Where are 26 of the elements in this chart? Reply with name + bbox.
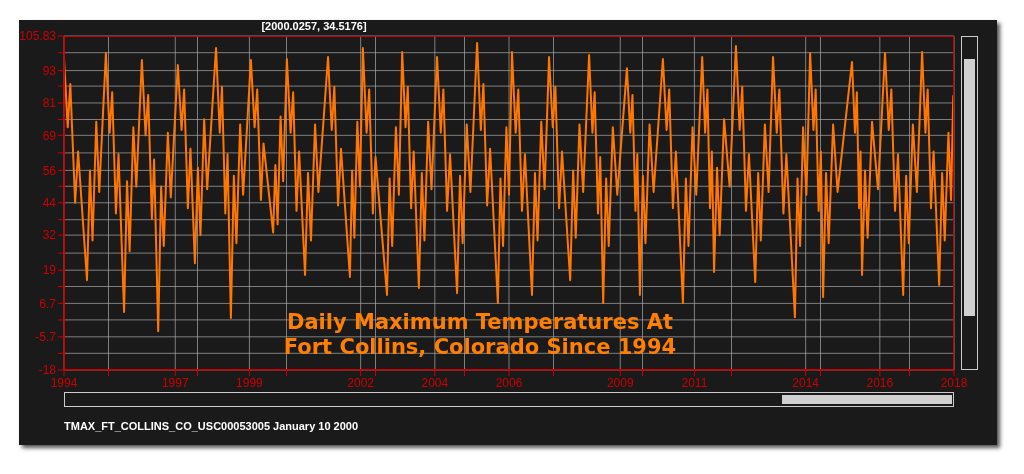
y-tick-label: 44 — [42, 196, 57, 211]
y-tick-label: 6.7 — [39, 296, 57, 311]
line-series — [64, 42, 954, 333]
y-tick-label: -5.7 — [35, 330, 57, 345]
x-tick-label: 2018 — [940, 375, 968, 390]
y-tick-label: 93 — [42, 63, 57, 78]
y-tick-label: 56 — [42, 163, 57, 178]
x-tick-label: 2016 — [866, 375, 894, 390]
x-tick-label: 2011 — [681, 375, 708, 390]
x-tick-label: 2002 — [347, 375, 375, 390]
x-tick-label: 1999 — [236, 375, 264, 390]
x-tick-label: 2009 — [606, 375, 634, 390]
x-tick-label: 2006 — [495, 375, 523, 390]
text: Daily Maximum Temperatures At Fort Collins, Colorado Since 1994 — [282, 310, 678, 360]
text: [2000.0257, 34.5176] — [260, 20, 368, 32]
x-tick-label: 2014 — [792, 375, 820, 390]
y-tick-label: 19 — [42, 263, 57, 278]
y-tick-label: 81 — [42, 96, 57, 111]
y-tick-label: 32 — [42, 228, 57, 243]
x-tick-label: 1997 — [161, 375, 189, 390]
x-tick-label: 2004 — [421, 375, 449, 390]
y-tick-label: 105.83 — [19, 29, 57, 44]
x-tick-label: 1994 — [50, 375, 78, 390]
text: TMAX_FT_COLLINS_CO_USC00053005 January 10 2000 — [64, 420, 359, 432]
y-tick-label: -18 — [38, 363, 57, 378]
y-tick-label: 69 — [42, 128, 57, 143]
